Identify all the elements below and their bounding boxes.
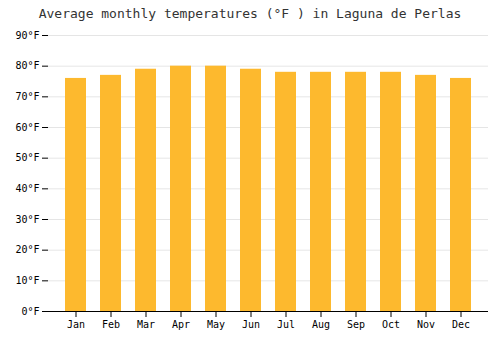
svg-text:0°F: 0°F bbox=[21, 306, 39, 317]
svg-text:Feb: Feb bbox=[102, 319, 120, 330]
svg-text:Dec: Dec bbox=[452, 319, 470, 330]
svg-text:10°F: 10°F bbox=[15, 275, 39, 286]
svg-text:50°F: 50°F bbox=[15, 152, 39, 163]
svg-text:30°F: 30°F bbox=[15, 214, 39, 225]
svg-text:90°F: 90°F bbox=[15, 30, 39, 41]
svg-text:Jul: Jul bbox=[277, 319, 295, 330]
svg-text:70°F: 70°F bbox=[15, 91, 39, 102]
svg-text:80°F: 80°F bbox=[15, 60, 39, 71]
svg-text:Apr: Apr bbox=[172, 319, 190, 330]
svg-text:60°F: 60°F bbox=[15, 122, 39, 133]
svg-text:Mar: Mar bbox=[137, 319, 155, 330]
svg-text:Nov: Nov bbox=[417, 319, 435, 330]
svg-text:Sep: Sep bbox=[347, 319, 365, 330]
svg-text:40°F: 40°F bbox=[15, 183, 39, 194]
svg-text:20°F: 20°F bbox=[15, 244, 39, 255]
html-text:Average monthly temperatures (: Average monthly temperatures (°F ) in La… bbox=[38, 6, 462, 21]
svg-text:Jun: Jun bbox=[242, 319, 260, 330]
svg-text:Jan: Jan bbox=[67, 319, 85, 330]
svg-text:Oct: Oct bbox=[382, 319, 400, 330]
svg-text:Aug: Aug bbox=[312, 319, 330, 330]
svg-text:May: May bbox=[207, 319, 225, 330]
